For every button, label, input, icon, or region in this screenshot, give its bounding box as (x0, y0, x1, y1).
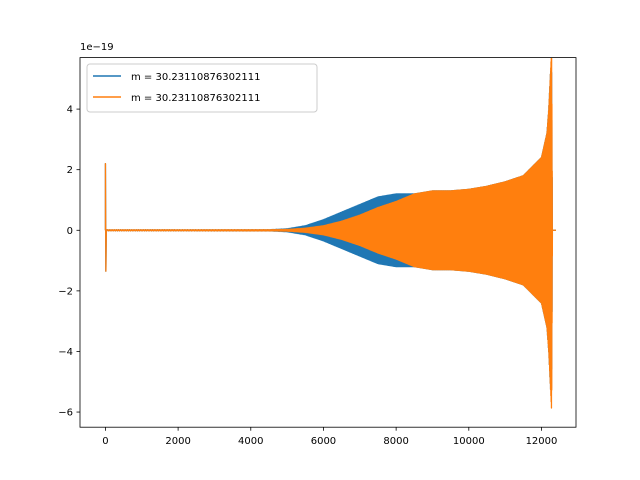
y-tick-label: −4 (58, 347, 73, 358)
x-tick-label: 6000 (311, 436, 336, 447)
legend: m = 30.23110876302111 m = 30.23110876302… (86, 63, 318, 113)
x-tick-label: 8000 (383, 436, 408, 447)
x-tick-label: 2000 (165, 436, 190, 447)
y-tick-label: 2 (67, 165, 73, 176)
axes-frame (79, 57, 577, 428)
y-tick-label: −2 (58, 286, 73, 297)
x-tick-label: 0 (102, 436, 108, 447)
x-tick-label: 10000 (453, 436, 485, 447)
legend-box (86, 63, 318, 113)
legend-label-series-1: m = 30.23110876302111 (131, 72, 260, 83)
y-offset-text: 1e−19 (80, 42, 114, 53)
x-axis: 0 2000 4000 6000 8000 10000 12000 (102, 427, 557, 447)
x-tick-label: 4000 (238, 436, 263, 447)
y-tick-label: 4 (67, 105, 73, 116)
legend-label-series-2: m = 30.23110876302111 (131, 93, 260, 104)
x-tick-label: 12000 (526, 436, 558, 447)
series-line-2 (104, 57, 557, 409)
y-tick-label: −6 (58, 408, 73, 419)
series-layer (104, 57, 557, 409)
y-axis: −6 −4 −2 0 2 4 (58, 105, 80, 419)
y-tick-label: 0 (67, 226, 73, 237)
